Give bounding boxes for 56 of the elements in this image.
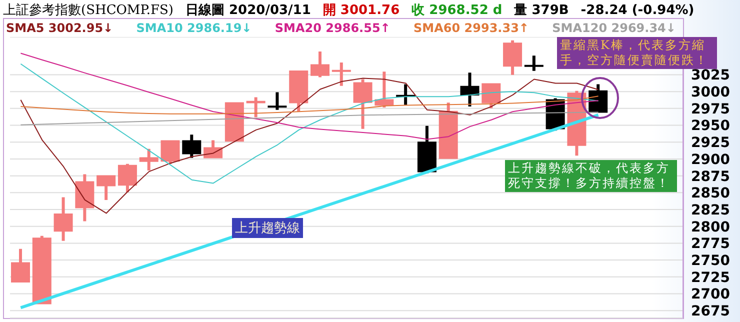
line-series <box>20 112 599 126</box>
candlestick <box>353 79 372 129</box>
y-tick-label: 2950 <box>691 118 730 134</box>
y-tick-label: 2925 <box>691 135 730 152</box>
text: 量 379B <box>514 2 569 19</box>
y-tick-label: 2700 <box>691 286 730 303</box>
text: 開 3001.76 <box>322 2 400 19</box>
y-tick-label: 2775 <box>691 236 730 252</box>
candlestick <box>268 92 287 110</box>
y-tick-label: 2975 <box>691 101 730 118</box>
text: 收 2968.52 d <box>412 2 502 19</box>
candlestick <box>139 148 158 171</box>
y-tick-label: 2750 <box>691 253 730 270</box>
candlestick <box>460 72 480 107</box>
chart-subtitle: 日線圖 2020/03/11 <box>185 2 311 19</box>
line-series <box>20 52 599 140</box>
candlestick <box>75 174 94 222</box>
y-tick-label: 3025 <box>691 68 730 84</box>
candlestick <box>289 70 308 112</box>
candlestick <box>310 52 330 78</box>
text: SMA120 2969.34↓ <box>552 21 676 35</box>
chart-title: 上証參考指數(SHCOMP.FS) <box>3 2 174 19</box>
annotation: 量縮黑K棒，代表多方縮手，空方隨便賣隨便跌！ <box>557 37 717 69</box>
candlestick <box>417 126 436 174</box>
y-tick-label: 2725 <box>691 270 730 286</box>
candlestick <box>182 134 202 158</box>
y-tick-label: 2675 <box>691 304 730 320</box>
line-series <box>20 96 599 114</box>
candlestick <box>524 56 544 71</box>
candlestick <box>503 40 522 75</box>
candlestick <box>118 164 137 192</box>
text: SMA10 2986.19↓ <box>136 21 252 35</box>
candlestick <box>246 97 266 118</box>
text: SMA60 2993.33↑ <box>414 21 529 35</box>
y-tick-label: 2875 <box>691 168 730 185</box>
candlestick <box>54 197 73 241</box>
candlestick <box>332 62 351 86</box>
candlestick <box>11 248 30 283</box>
candlestick <box>224 102 244 142</box>
text: -28.24 (-0.94%) <box>580 3 694 18</box>
candlestick <box>588 84 608 113</box>
candlestick <box>438 102 458 159</box>
y-tick-label: 2825 <box>691 202 730 218</box>
candlestick <box>204 140 223 158</box>
text: SMA5 3002.95↓ <box>6 21 114 35</box>
y-tick-label: 2800 <box>691 219 730 236</box>
y-tick-label: 2900 <box>691 152 730 168</box>
y-tick-label: 2850 <box>691 186 730 202</box>
candlestick <box>32 236 52 304</box>
series-label: 上升趨勢線 <box>232 218 303 238</box>
candlestick <box>374 72 394 108</box>
candlestick <box>96 175 116 200</box>
text: SMA20 2986.55↑ <box>274 21 390 35</box>
y-tick-label: 3000 <box>691 84 730 101</box>
annotation: 上升趨勢線不破，代表多方死守支撐！多方持續控盤！ <box>505 160 677 192</box>
candlestick <box>160 140 180 164</box>
